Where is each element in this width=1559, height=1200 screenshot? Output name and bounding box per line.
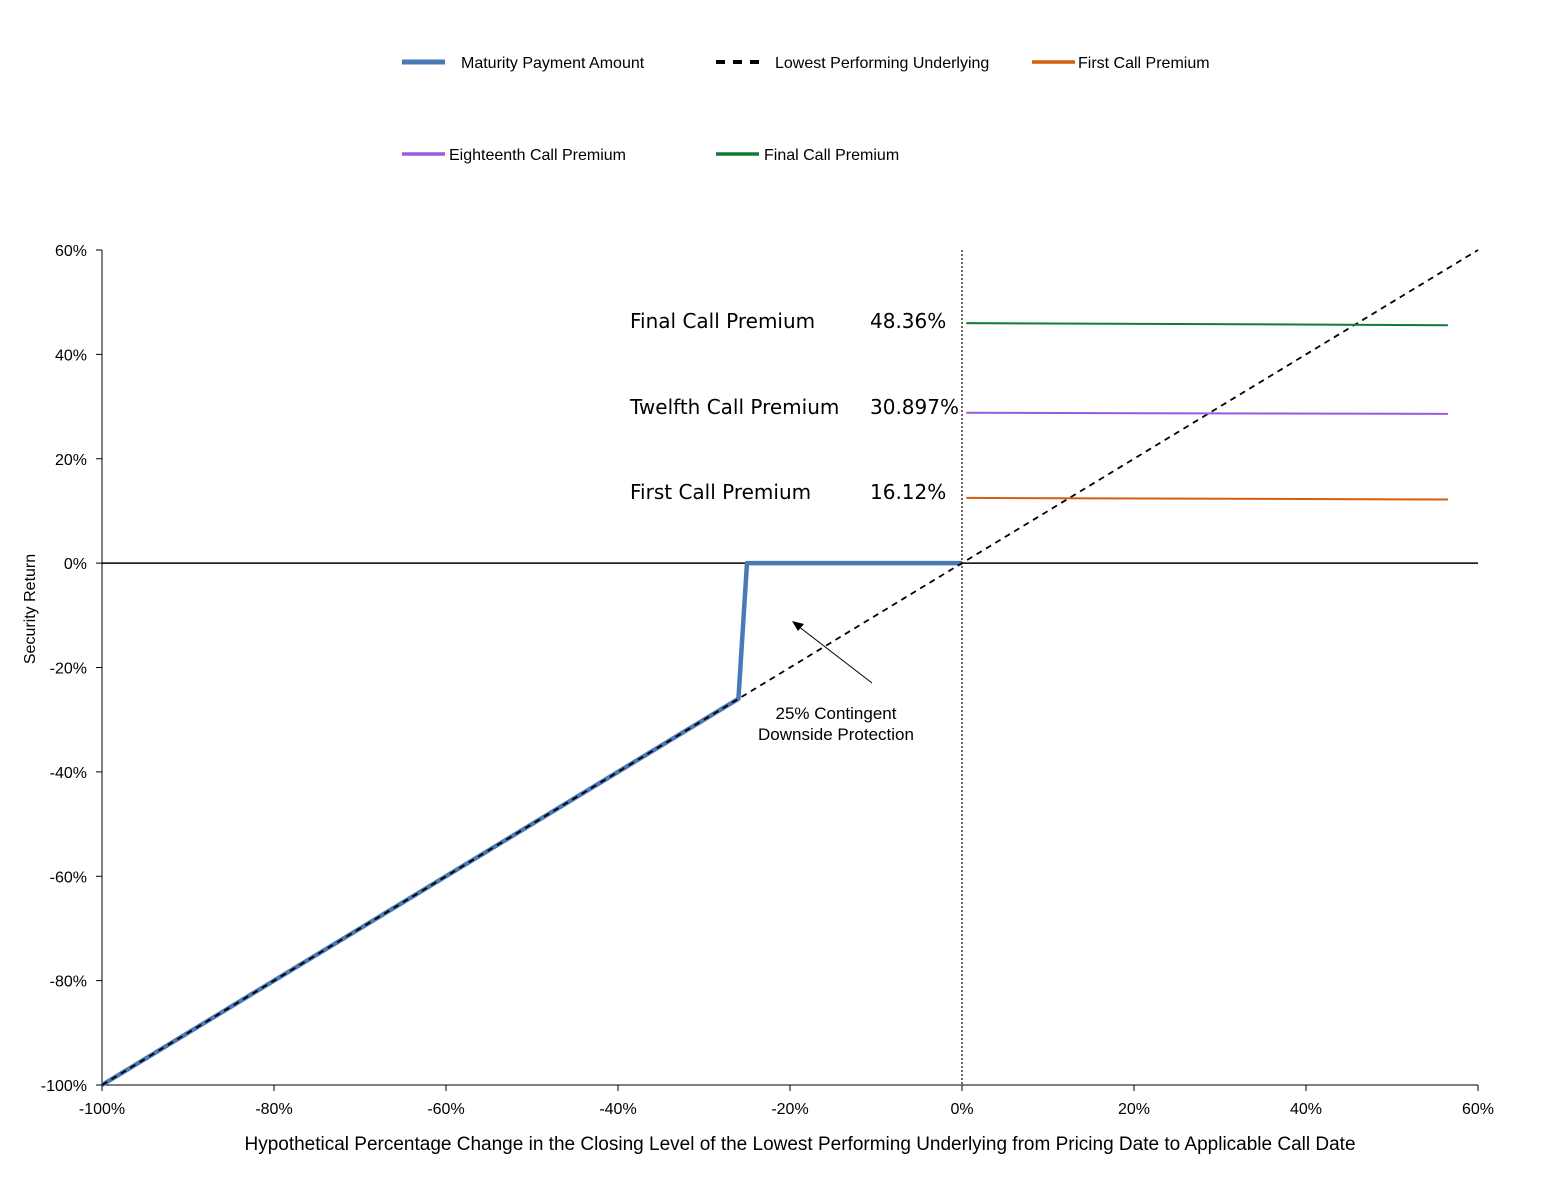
x-axis-ticks: -100% -80% -60% -40% -20% 0% 20% 40% 60% <box>79 1085 1494 1118</box>
x-tick-label: -60% <box>427 1101 464 1118</box>
legend-label-first-call-premium: First Call Premium <box>1078 55 1210 72</box>
y-tick-label: 60% <box>55 243 87 260</box>
lowest-performing-underlying-line <box>101 249 1479 1086</box>
legend-label-eighteenth-call-premium: Eighteenth Call Premium <box>449 147 626 164</box>
y-axis-ticks: 60% 40% 20% 0% -20% -40% -60% -80% -100% <box>41 243 102 1095</box>
note-arrow-head <box>792 621 804 631</box>
annotation-label: Twelfth Call Premium <box>629 395 839 419</box>
series-layer <box>100 249 1479 1087</box>
y-tick-label: -60% <box>50 869 87 886</box>
final-call-premium-line <box>966 322 1448 327</box>
note-arrow-line <box>797 625 873 684</box>
legend-label-lowest-performing-underlying: Lowest Performing Underlying <box>775 55 989 72</box>
y-tick-label: 0% <box>64 556 87 573</box>
premium-annotations: Final Call Premium 48.36% Twelfth Call Pre… <box>629 309 959 504</box>
note-line-1: 25% Contingent <box>776 704 897 723</box>
x-tick-label: -20% <box>771 1101 808 1118</box>
first-call-premium-line <box>966 496 1448 501</box>
y-tick-label: -80% <box>50 974 87 991</box>
eighteenth-call-premium-line <box>966 411 1448 415</box>
y-axis-title: Security Return <box>22 554 39 664</box>
x-tick-label: 60% <box>1462 1101 1494 1118</box>
x-tick-label: 40% <box>1290 1101 1322 1118</box>
y-tick-label: 40% <box>55 347 87 364</box>
protection-note: 25% Contingent Downside Protection <box>758 621 914 744</box>
maturity-payment-amount-line <box>100 560 962 1087</box>
y-tick-label: -100% <box>41 1078 87 1095</box>
annotation-label: First Call Premium <box>630 480 811 504</box>
annotation-value: 16.12% <box>870 480 946 504</box>
x-tick-label: -80% <box>255 1101 292 1118</box>
x-tick-label: 0% <box>950 1101 973 1118</box>
annotation-value: 48.36% <box>870 309 946 333</box>
x-tick-label: 20% <box>1118 1101 1150 1118</box>
legend: Maturity Payment Amount Lowest Performing… <box>402 55 1210 164</box>
x-tick-label: -40% <box>599 1101 636 1118</box>
legend-label-final-call-premium: Final Call Premium <box>764 147 899 164</box>
annotation-value: 30.897% <box>870 395 959 419</box>
annotation-label: Final Call Premium <box>630 309 815 333</box>
legend-label-maturity-payment-amount: Maturity Payment Amount <box>461 55 645 72</box>
x-axis-title: Hypothetical Percentage Change in the Cl… <box>244 1134 1355 1155</box>
note-line-2: Downside Protection <box>758 725 914 744</box>
y-tick-label: -40% <box>50 765 87 782</box>
y-tick-label: 20% <box>55 452 87 469</box>
y-tick-label: -20% <box>50 661 87 678</box>
x-tick-label: -100% <box>79 1101 125 1118</box>
